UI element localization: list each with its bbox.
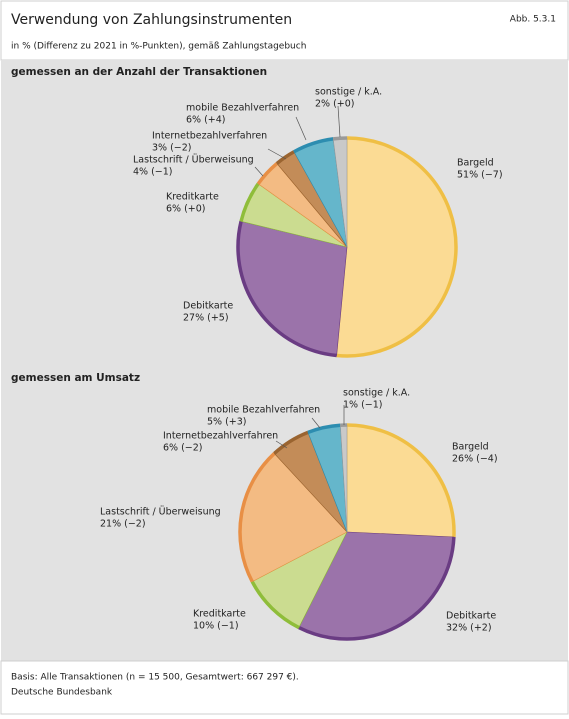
value-label: 6% (+4)	[186, 115, 226, 126]
slice-label: Internetbezahlverfahren	[152, 131, 267, 142]
slice-label: Lastschrift / Überweisung	[133, 155, 254, 166]
value-label: 3% (−2)	[152, 143, 192, 154]
value-label: 5% (+3)	[207, 417, 247, 428]
value-label: 2% (+0)	[315, 99, 355, 110]
slice-label: Bargeld	[457, 158, 494, 169]
section-title: gemessen an der Anzahl der Transaktionen	[11, 66, 267, 78]
slice-label: sonstige / k.A.	[343, 388, 410, 399]
value-label: 21% (−2)	[100, 519, 146, 530]
chart-title: Verwendung von Zahlungsinstrumenten	[11, 12, 292, 28]
footer-note: Basis: Alle Transaktionen (n = 15 500, G…	[11, 673, 299, 683]
value-label: 6% (+0)	[166, 204, 206, 215]
value-label: 27% (+5)	[183, 313, 229, 324]
value-label: 1% (−1)	[343, 400, 383, 411]
footer-source: Deutsche Bundesbank	[11, 688, 113, 698]
slice-label: mobile Bezahlverfahren	[207, 405, 320, 416]
figure-number: Abb. 5.3.1	[510, 15, 556, 25]
slice-label: sonstige / k.A.	[315, 87, 382, 98]
value-label: 10% (−1)	[193, 621, 239, 632]
value-label: 26% (−4)	[452, 454, 498, 465]
value-label: 51% (−7)	[457, 170, 503, 181]
slice-edge	[333, 138, 347, 139]
section-title: gemessen am Umsatz	[11, 372, 140, 384]
slice-label: Bargeld	[452, 442, 489, 453]
value-label: 4% (−1)	[133, 167, 173, 178]
slice-label: Internetbezahlverfahren	[163, 431, 278, 442]
slice-label: Kreditkarte	[193, 609, 246, 620]
slice-label: mobile Bezahlverfahren	[186, 103, 299, 114]
slice-label: Lastschrift / Überweisung	[100, 507, 221, 518]
value-label: 6% (−2)	[163, 443, 203, 454]
slice-label: Debitkarte	[183, 301, 233, 312]
subtitle: in % (Differenz zu 2021 in %-Punkten), g…	[11, 42, 306, 52]
slice-label: Kreditkarte	[166, 192, 219, 203]
value-label: 32% (+2)	[446, 623, 492, 634]
slice-label: Debitkarte	[446, 611, 496, 622]
